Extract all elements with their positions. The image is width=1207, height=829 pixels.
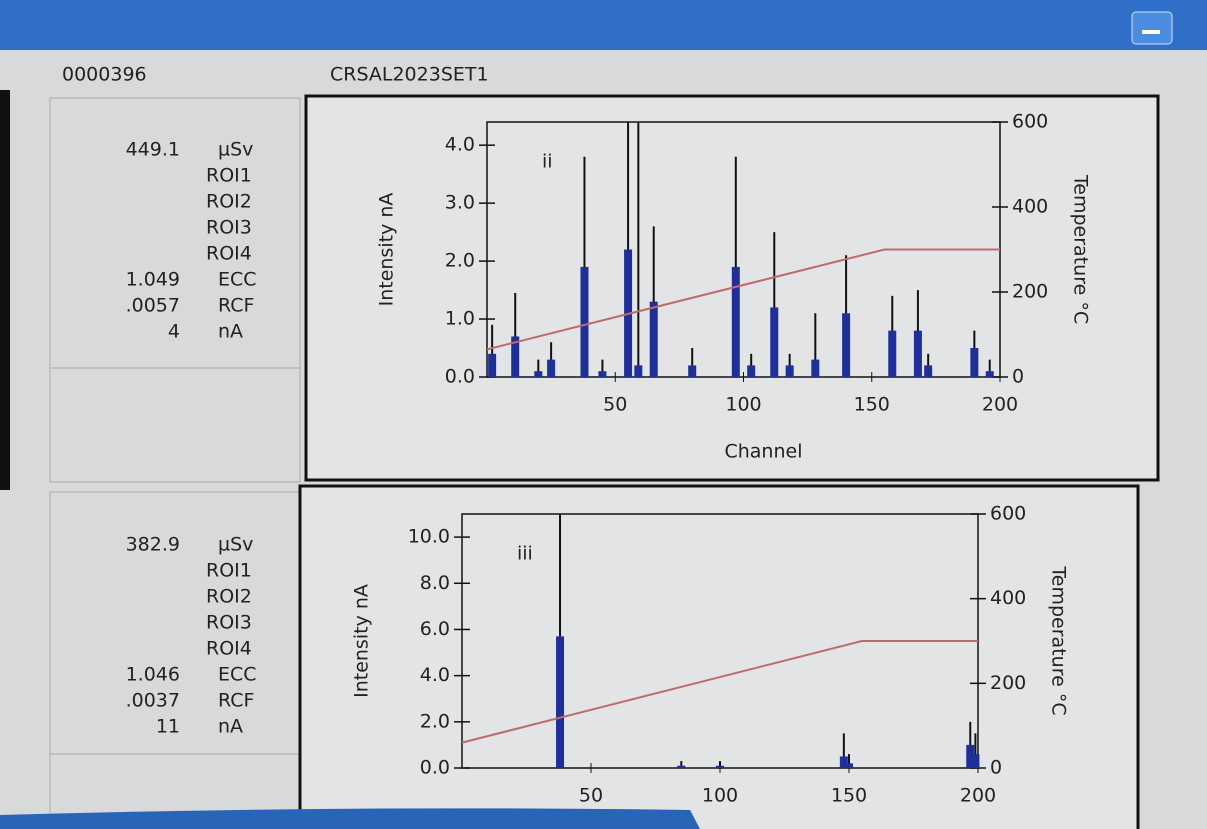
spike-fill — [914, 331, 922, 377]
reading-unit: nA — [218, 321, 243, 343]
reading-label: ROI4 — [206, 243, 252, 265]
dialog-edge — [0, 808, 700, 829]
y-tick-label: 4.0 — [445, 134, 475, 156]
reading-value: 382.9 — [126, 534, 180, 556]
y2-tick-label: 200 — [1012, 281, 1048, 303]
reading-value: .0037 — [126, 690, 180, 712]
reading-value: 1.049 — [126, 269, 180, 291]
spike-fill — [547, 360, 555, 377]
page: 0000396 CRSAL2023SET1 449.1 µSv ROI1 ROI2 RO… — [0, 0, 1207, 829]
y-axis-label: Intensity nA — [351, 584, 373, 698]
x-tick-label: 200 — [982, 394, 1018, 416]
y-tick-label: 0.0 — [420, 757, 450, 779]
spike-fill — [842, 313, 850, 377]
reading-value: 11 — [156, 716, 180, 738]
readings-box — [50, 368, 300, 482]
record-name: CRSAL2023SET1 — [330, 64, 489, 86]
reading-label: ROI4 — [206, 638, 252, 660]
spike-fill — [488, 354, 496, 377]
x-tick-label: 150 — [854, 394, 890, 416]
y-tick-label: 10.0 — [408, 526, 450, 548]
spike-fill — [650, 302, 658, 377]
reading-unit: RCF — [218, 690, 254, 712]
y2-tick-label: 0 — [1012, 366, 1024, 388]
spike-fill — [811, 360, 819, 377]
title-bar — [0, 0, 1207, 50]
reading-unit: ECC — [218, 269, 257, 291]
reading-unit: µSv — [218, 534, 253, 556]
x-tick-label: 150 — [831, 785, 867, 807]
y-tick-label: 0.0 — [445, 366, 475, 388]
spike-fill — [677, 766, 685, 768]
reading-unit: ECC — [218, 664, 257, 686]
x-tick-label: 100 — [725, 394, 761, 416]
y-tick-label: 2.0 — [420, 710, 450, 732]
x-tick-label: 100 — [702, 785, 738, 807]
reading-label: ROI2 — [206, 191, 252, 213]
spike-fill — [786, 365, 794, 377]
spike-fill — [634, 365, 642, 377]
spike-fill — [598, 371, 606, 377]
y2-tick-label: 600 — [990, 503, 1026, 525]
reading-unit: µSv — [218, 139, 253, 161]
y-tick-label: 2.0 — [445, 250, 475, 272]
y-tick-label: 6.0 — [420, 618, 450, 640]
reading-value: 4 — [168, 321, 180, 343]
spike-fill — [770, 307, 778, 377]
y2-axis-label: Temperature °C — [1070, 174, 1092, 324]
reading-unit: RCF — [218, 295, 254, 317]
y2-tick-label: 400 — [990, 587, 1026, 609]
spike-fill — [556, 636, 564, 768]
x-axis-label: Channel — [724, 441, 802, 463]
y-tick-label: 3.0 — [445, 192, 475, 214]
annotation: iii — [517, 543, 533, 565]
reading-label: ROI3 — [206, 612, 252, 634]
spike-fill — [732, 267, 740, 377]
reading-value: 449.1 — [126, 139, 180, 161]
reading-label: ROI1 — [206, 560, 252, 582]
screen: 0000396 CRSAL2023SET1 449.1 µSv ROI1 ROI2 RO… — [0, 0, 1207, 829]
spike-fill — [971, 754, 979, 768]
spike-fill — [986, 371, 994, 377]
reading-label: ROI2 — [206, 586, 252, 608]
y2-tick-label: 0 — [990, 757, 1002, 779]
reading-label: ROI1 — [206, 165, 252, 187]
spike-fill — [534, 371, 542, 377]
spike-fill — [747, 365, 755, 377]
y-tick-label: 4.0 — [420, 664, 450, 686]
x-tick-label: 200 — [960, 785, 996, 807]
y-axis-label: Intensity nA — [376, 193, 398, 307]
reading-value: 1.046 — [126, 664, 180, 686]
y2-axis-label: Temperature °C — [1048, 565, 1070, 715]
reading-unit: nA — [218, 716, 243, 738]
y-tick-label: 1.0 — [445, 308, 475, 330]
spike-fill — [924, 365, 932, 377]
annotation: ii — [542, 151, 553, 173]
x-tick-label: 50 — [579, 785, 603, 807]
reading-value: .0057 — [126, 295, 180, 317]
spike-fill — [888, 331, 896, 377]
x-tick-label: 50 — [603, 394, 627, 416]
spike-fill — [970, 348, 978, 377]
minimize-button[interactable] — [1132, 12, 1172, 44]
spike-fill — [580, 267, 588, 377]
reading-label: ROI3 — [206, 217, 252, 239]
left-edge — [0, 90, 10, 490]
y2-tick-label: 400 — [1012, 196, 1048, 218]
y2-tick-label: 200 — [990, 672, 1026, 694]
record-id: 0000396 — [62, 64, 147, 86]
spike-fill — [845, 763, 853, 768]
y2-tick-label: 600 — [1012, 111, 1048, 133]
spike-fill — [688, 365, 696, 377]
minimize-icon — [1142, 30, 1160, 34]
y-tick-label: 8.0 — [420, 572, 450, 594]
spike-fill — [716, 766, 724, 768]
